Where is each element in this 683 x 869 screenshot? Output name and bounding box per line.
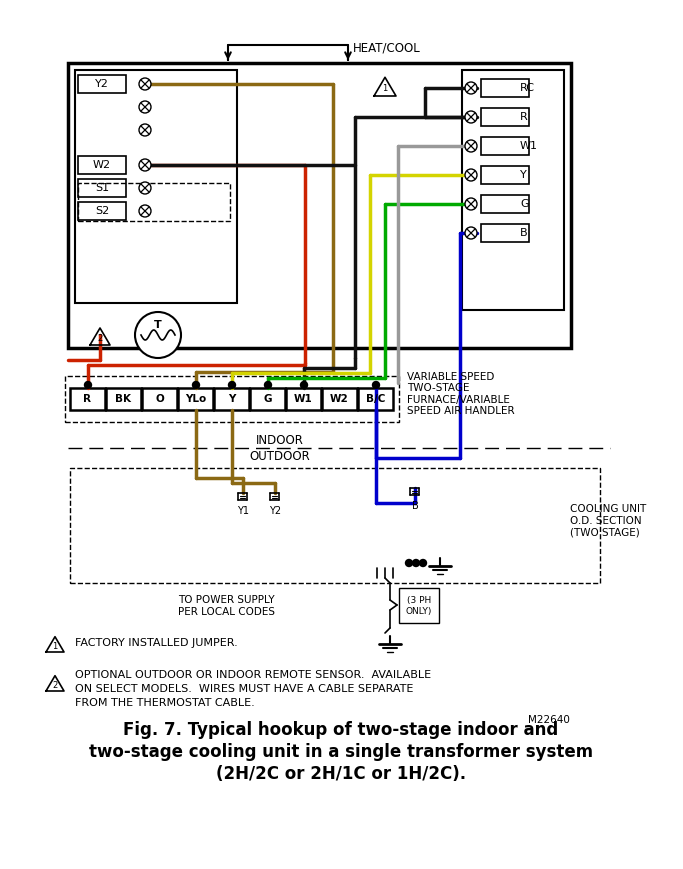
Bar [78, 183, 230, 221]
Bar [481, 79, 529, 97]
Text: 2: 2 [98, 334, 102, 343]
Text: Y: Y [520, 170, 527, 180]
Circle shape [465, 227, 477, 239]
Bar [481, 137, 529, 155]
Text: FACTORY INSTALLED JUMPER.: FACTORY INSTALLED JUMPER. [75, 638, 238, 648]
Text: OPTIONAL OUTDOOR OR INDOOR REMOTE SENSOR.  AVAILABLE: OPTIONAL OUTDOOR OR INDOOR REMOTE SENSOR… [75, 670, 431, 680]
Text: OUTDOOR: OUTDOOR [249, 449, 310, 462]
Circle shape [229, 381, 236, 388]
Circle shape [419, 560, 426, 567]
Bar [286, 388, 321, 410]
Text: Y2: Y2 [269, 506, 281, 516]
Circle shape [139, 78, 151, 90]
Circle shape [372, 381, 380, 388]
Bar [481, 166, 529, 184]
Text: TO POWER SUPPLY
PER LOCAL CODES: TO POWER SUPPLY PER LOCAL CODES [178, 595, 275, 617]
Bar [481, 224, 529, 242]
Text: INDOOR: INDOOR [256, 434, 304, 447]
Text: ON SELECT MODELS.  WIRES MUST HAVE A CABLE SEPARATE: ON SELECT MODELS. WIRES MUST HAVE A CABL… [75, 684, 413, 694]
Text: W2: W2 [330, 394, 349, 404]
Bar [106, 388, 141, 410]
Text: (2H/2C or 2H/1C or 1H/2C).: (2H/2C or 2H/1C or 1H/2C). [216, 765, 466, 783]
Bar [358, 388, 393, 410]
Circle shape [193, 381, 199, 388]
Text: (3 PH
ONLY): (3 PH ONLY) [406, 596, 432, 616]
Text: R: R [83, 394, 92, 404]
Circle shape [413, 560, 419, 567]
Bar [78, 75, 126, 93]
Text: HEAT/COOL: HEAT/COOL [353, 42, 421, 55]
Bar [70, 468, 600, 583]
Bar [68, 63, 571, 348]
Circle shape [139, 159, 151, 171]
Text: FROM THE THERMOSTAT CABLE.: FROM THE THERMOSTAT CABLE. [75, 698, 255, 708]
Text: G: G [263, 394, 272, 404]
Bar [65, 376, 399, 422]
Circle shape [465, 111, 477, 123]
Text: S2: S2 [95, 206, 109, 216]
Bar [399, 588, 439, 623]
Bar [214, 388, 249, 410]
Text: O: O [155, 394, 164, 404]
Text: YLo: YLo [185, 394, 206, 404]
Text: 1: 1 [53, 641, 57, 651]
Text: VARIABLE SPEED
TWO-STAGE
FURNACE/VARIABLE
SPEED AIR HANDLER: VARIABLE SPEED TWO-STAGE FURNACE/VARIABL… [407, 372, 514, 416]
Text: W1: W1 [294, 394, 313, 404]
Circle shape [465, 82, 477, 94]
Bar [78, 156, 126, 174]
Text: RC: RC [520, 83, 535, 93]
Circle shape [135, 312, 181, 358]
Circle shape [465, 169, 477, 181]
Circle shape [406, 560, 413, 567]
Text: R: R [520, 112, 528, 122]
Circle shape [264, 381, 272, 388]
Circle shape [139, 124, 151, 136]
Circle shape [85, 381, 92, 388]
Text: T: T [154, 320, 162, 330]
Text: COOLING UNIT
O.D. SECTION
(TWO STAGE): COOLING UNIT O.D. SECTION (TWO STAGE) [570, 504, 646, 537]
Text: S1: S1 [95, 183, 109, 193]
Text: W1: W1 [520, 141, 538, 151]
Bar [462, 70, 564, 310]
Circle shape [139, 205, 151, 217]
Circle shape [139, 182, 151, 194]
Bar [481, 195, 529, 213]
Bar [78, 202, 126, 220]
Text: G: G [520, 199, 529, 209]
Text: 2: 2 [53, 680, 57, 690]
Text: Y: Y [228, 394, 235, 404]
Bar [250, 388, 285, 410]
Text: Y2: Y2 [95, 79, 109, 89]
Text: B: B [520, 228, 528, 238]
Bar [78, 179, 126, 197]
Text: M22640: M22640 [528, 715, 570, 725]
Circle shape [465, 198, 477, 210]
Bar [70, 388, 105, 410]
Bar [178, 388, 213, 410]
Bar [142, 388, 177, 410]
Text: Y1: Y1 [237, 506, 249, 516]
Bar [322, 388, 357, 410]
Text: 1: 1 [382, 84, 388, 93]
Text: W2: W2 [93, 160, 111, 170]
Bar [75, 70, 237, 303]
Text: BK: BK [115, 394, 132, 404]
Bar [481, 108, 529, 126]
Text: B: B [412, 501, 419, 511]
Circle shape [301, 381, 307, 388]
Text: two-stage cooling unit in a single transformer system: two-stage cooling unit in a single trans… [89, 743, 593, 761]
Text: Fig. 7. Typical hookup of two-stage indoor and: Fig. 7. Typical hookup of two-stage indo… [124, 721, 559, 739]
Circle shape [465, 140, 477, 152]
Text: B/C: B/C [366, 394, 385, 404]
Circle shape [139, 101, 151, 113]
